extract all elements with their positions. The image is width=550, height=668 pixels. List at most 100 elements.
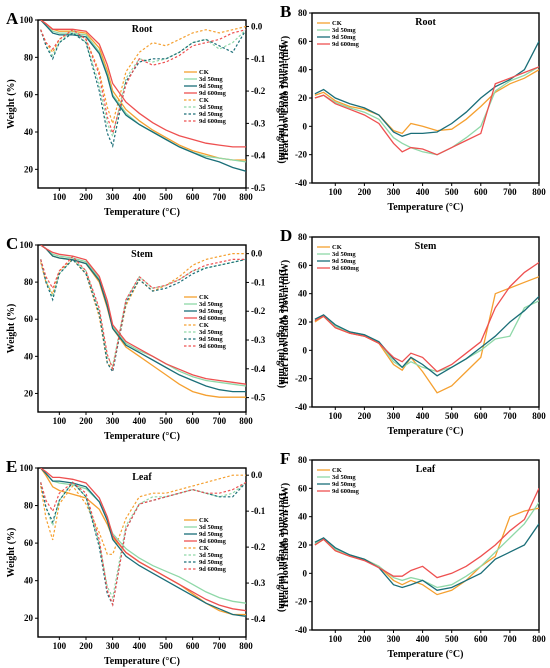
- legend-entry: 9d 600mg: [199, 90, 227, 97]
- panel-label: F: [280, 449, 290, 468]
- y-tick-label: 60: [24, 538, 34, 548]
- legend-entry: 3d 50mg: [199, 301, 223, 308]
- y-tick-label: 80: [24, 501, 34, 511]
- y-tick-label: 100: [20, 240, 34, 250]
- x-tick-label: 700: [213, 192, 227, 202]
- y-tick-label: 0: [303, 568, 308, 578]
- y-axis-label: Weight (%): [6, 528, 17, 578]
- x-tick-label: 300: [106, 416, 120, 426]
- series-line-3d-50mg: [40, 468, 246, 604]
- y-tick-label: -20: [295, 374, 307, 384]
- x-tick-label: 500: [445, 187, 459, 197]
- legend-entry: 9d 50mg: [199, 308, 223, 315]
- legend-entry: CK: [332, 467, 342, 474]
- series-line-3d-50mg: [40, 245, 246, 387]
- x-tick-label: 200: [358, 634, 372, 644]
- y2-tick-label: -0.4: [251, 364, 266, 374]
- x-tick-label: 500: [445, 634, 459, 644]
- derivative-line-ck: [40, 253, 246, 371]
- x-tick-label: 700: [503, 411, 517, 421]
- y-tick-label: 60: [298, 483, 308, 493]
- x-tick-label: 500: [445, 411, 459, 421]
- legend-entry: CK: [199, 322, 209, 329]
- y-tick-label: 40: [298, 512, 308, 522]
- y-tick-label: 40: [24, 576, 34, 586]
- y2-tick-label: -0.2: [251, 542, 266, 552]
- legend-entry: 9d 50mg: [199, 559, 223, 566]
- plot-frame: [37, 19, 247, 189]
- x-tick-label: 400: [416, 634, 430, 644]
- y-tick-label: 40: [24, 351, 34, 361]
- x-tick-label: 300: [106, 641, 120, 651]
- x-axis-label: Temperature (°C): [104, 207, 180, 218]
- y-tick-label: 40: [298, 289, 308, 299]
- y2-tick-label: -0.3: [251, 118, 266, 128]
- legend-entry: 9d 50mg: [332, 34, 356, 41]
- legend-entry: 3d 50mg: [199, 104, 223, 111]
- panel-title: Root: [132, 24, 153, 35]
- x-tick-label: 100: [53, 416, 67, 426]
- legend-entry: 3d 50mg: [199, 524, 223, 531]
- y-tick-label: 100: [20, 15, 34, 25]
- legend-entry: 9d 50mg: [332, 481, 356, 488]
- y-tick-label: 40: [298, 65, 308, 75]
- panel-title: Root: [415, 17, 436, 28]
- y-axis-label: Heat Flow Endo Down (mW): [280, 483, 291, 607]
- series-line-9d-50mg: [40, 468, 246, 617]
- series-line-9d-600mg: [314, 66, 539, 156]
- x-tick-label: 200: [79, 641, 93, 651]
- x-tick-label: 400: [133, 641, 147, 651]
- panel-label: C: [6, 234, 18, 253]
- panel-title: Leaf: [132, 472, 152, 483]
- y-tick-label: -40: [295, 178, 307, 188]
- series-line-3d-50mg: [40, 20, 246, 163]
- legend-entry: 3d 50mg: [332, 27, 356, 34]
- y-axis-label: Heat Flow Endo Down (mW): [280, 36, 291, 160]
- legend-entry: CK: [332, 20, 342, 27]
- y-tick-label: 20: [24, 613, 34, 623]
- y2-tick-label: -0.5: [251, 183, 266, 193]
- y2-tick-label: -0.5: [251, 393, 266, 403]
- derivative-line-9d-600mg: [40, 481, 246, 607]
- x-tick-label: 300: [106, 192, 120, 202]
- y2-tick-label: -0.4: [251, 614, 266, 624]
- series-line-9d-600mg: [314, 261, 539, 373]
- series-line-9d-50mg: [40, 20, 246, 172]
- series-line-9d-50mg: [314, 41, 539, 138]
- panel-label: B: [280, 2, 291, 21]
- series-line-9d-50mg: [40, 245, 246, 393]
- x-tick-label: 700: [213, 416, 227, 426]
- panel-d: 100 200 300 400 500 600 700 800 -40 -20 0 20 40 60 80 T…: [280, 226, 546, 437]
- legend-entry: CK: [199, 69, 209, 76]
- x-tick-label: 600: [186, 416, 200, 426]
- panel-e: 100 200 300 400 500 600 700 800 20 40 60 80 100 0.0 -0…: [6, 457, 287, 667]
- derivative-line-ck: [40, 474, 246, 555]
- series-line-9d-600mg: [314, 488, 539, 579]
- x-tick-label: 200: [358, 411, 372, 421]
- y2-tick-label: -0.3: [251, 578, 266, 588]
- x-tick-label: 400: [416, 411, 430, 421]
- x-tick-label: 600: [474, 411, 488, 421]
- x-tick-label: 100: [329, 187, 343, 197]
- x-tick-label: 200: [79, 416, 93, 426]
- x-tick-label: 500: [159, 416, 173, 426]
- y-tick-label: 60: [298, 36, 308, 46]
- y-tick-label: -20: [295, 597, 307, 607]
- legend-entry: 9d 50mg: [199, 336, 223, 343]
- y-tick-label: 20: [298, 317, 308, 327]
- derivative-line-9d-600mg: [40, 28, 246, 136]
- x-axis-label: Temperature (°C): [104, 431, 180, 442]
- x-tick-label: 200: [79, 192, 93, 202]
- x-tick-label: 600: [474, 187, 488, 197]
- panel-title: Stem: [131, 249, 153, 260]
- y-axis-label: Weight (%): [6, 304, 17, 354]
- series-line-ck: [314, 69, 539, 135]
- x-tick-label: 400: [133, 416, 147, 426]
- y-tick-label: 80: [298, 8, 308, 18]
- x-tick-label: 200: [358, 187, 372, 197]
